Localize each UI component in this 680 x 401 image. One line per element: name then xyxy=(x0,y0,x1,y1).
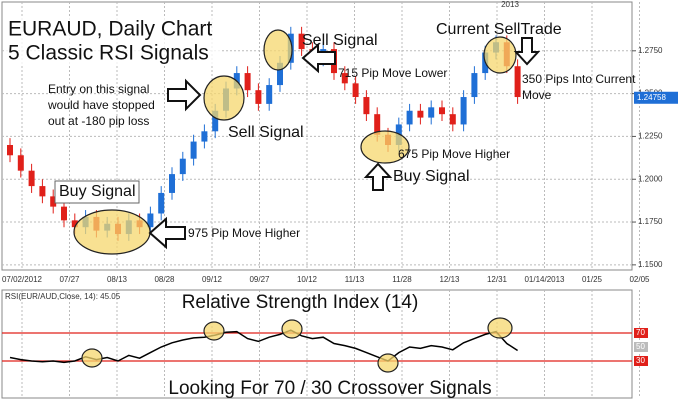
rsi-footer: Looking For 70 / 30 Crossover Signals xyxy=(168,378,491,399)
candle-body xyxy=(169,174,175,193)
y-tick-label: 1.1750 xyxy=(638,217,663,226)
arrow xyxy=(363,162,393,191)
annotation: Entry on this signal xyxy=(48,82,149,96)
annotation: Buy Signal xyxy=(393,168,470,185)
rsi-title: Relative Strength Index (14) xyxy=(182,292,419,313)
candle-body xyxy=(201,131,208,142)
candle-body xyxy=(471,73,478,98)
highlight xyxy=(487,317,513,339)
candle-body xyxy=(266,85,273,104)
candle-body xyxy=(298,33,305,50)
annotation: 675 Pip Move Higher xyxy=(398,147,510,161)
x-tick-label: 09/27 xyxy=(249,275,270,284)
price-tag-label: 1.24758 xyxy=(637,93,666,102)
candle-body xyxy=(460,97,467,125)
x-tick-label: 09/12 xyxy=(202,275,223,284)
label-box xyxy=(54,180,140,204)
highlight xyxy=(263,29,293,71)
annotation: Move xyxy=(522,88,552,102)
candle-body xyxy=(147,213,154,228)
tick-box xyxy=(634,342,648,352)
annotation: Sell Signal xyxy=(302,32,378,49)
arrow xyxy=(301,42,336,74)
annotation: out at -180 pip loss xyxy=(48,114,149,128)
arrow xyxy=(167,78,202,112)
arrow xyxy=(513,37,541,66)
x-tick-label: 08/13 xyxy=(107,275,128,284)
highlight xyxy=(377,353,399,373)
price-tag xyxy=(634,91,678,104)
y-tick-label: 1.2750 xyxy=(638,46,663,55)
candle-body xyxy=(190,141,197,159)
annotation: 975 Pip Move Higher xyxy=(188,226,300,240)
candle-body xyxy=(244,73,251,91)
candle-body xyxy=(71,220,78,228)
annotation: would have stopped xyxy=(47,98,155,112)
highlight xyxy=(203,75,245,121)
rsi-tick-label: 30 xyxy=(636,356,645,365)
x-tick-label: 12/13 xyxy=(439,275,460,284)
candle-body xyxy=(363,97,370,115)
candle-body xyxy=(255,90,262,104)
annotation: Current SellTrade xyxy=(436,21,562,38)
highlight xyxy=(73,209,151,255)
annotation: Sell Signal xyxy=(228,124,304,141)
candle-body xyxy=(50,196,57,207)
candle-body xyxy=(28,170,35,187)
candle-body xyxy=(212,110,219,132)
annotation: 715 Pip Move Lower xyxy=(338,66,447,80)
highlight xyxy=(483,36,517,74)
x-tick-label: 11/28 xyxy=(392,275,412,284)
candle-body xyxy=(179,158,186,175)
candle-body xyxy=(277,62,283,86)
candle-body xyxy=(374,114,381,135)
title-box xyxy=(4,18,222,66)
candle-body xyxy=(449,114,456,125)
candle-body xyxy=(439,107,445,115)
candle-body xyxy=(417,110,424,118)
year-label: 2013 xyxy=(501,0,519,9)
rsi-label: RSI(EUR/AUD,Close, 14): 45.05 xyxy=(5,292,121,301)
highlight xyxy=(360,130,410,164)
tick-box xyxy=(634,356,648,366)
candle-body xyxy=(341,73,348,84)
x-tick-label: 07/02/2012 xyxy=(2,275,43,284)
candle-body xyxy=(158,192,165,214)
arrow xyxy=(148,216,186,250)
candle-body xyxy=(428,107,435,118)
tick-box xyxy=(634,328,648,338)
highlight xyxy=(81,348,103,368)
candle-body xyxy=(7,144,13,156)
candle-body xyxy=(514,66,521,98)
x-tick-label: 12/31 xyxy=(487,275,508,284)
rsi-panel xyxy=(1,289,633,399)
x-tick-label: 08/28 xyxy=(154,275,175,284)
x-tick-label: 11/13 xyxy=(345,275,365,284)
x-tick-label: 01/14/2013 xyxy=(524,275,565,284)
candle-body xyxy=(39,186,46,197)
y-tick-label: 1.2250 xyxy=(638,132,663,141)
candle-body xyxy=(61,206,67,221)
highlight xyxy=(281,319,303,339)
annotation: 350 Pips Into Current xyxy=(522,72,636,86)
chart-subtitle: 5 Classic RSI Signals xyxy=(8,42,209,65)
annotation: Buy Signal xyxy=(59,183,136,200)
x-tick-label: 01/25 xyxy=(582,275,603,284)
rsi-tick-label: 50 xyxy=(636,342,645,351)
x-tick-label: 07/27 xyxy=(59,275,80,284)
candle-body xyxy=(352,83,359,98)
candle-body xyxy=(406,110,413,125)
rsi-tick-label: 70 xyxy=(636,328,645,337)
y-tick-label: 1.1500 xyxy=(638,260,663,269)
y-tick-label: 1.2000 xyxy=(638,174,663,183)
highlight xyxy=(203,321,225,341)
x-tick-label: 02/05 xyxy=(629,275,650,284)
chart-title: EURAUD, Daily Chart xyxy=(8,18,212,41)
x-tick-label: 10/12 xyxy=(297,275,318,284)
candle-body xyxy=(17,155,24,171)
